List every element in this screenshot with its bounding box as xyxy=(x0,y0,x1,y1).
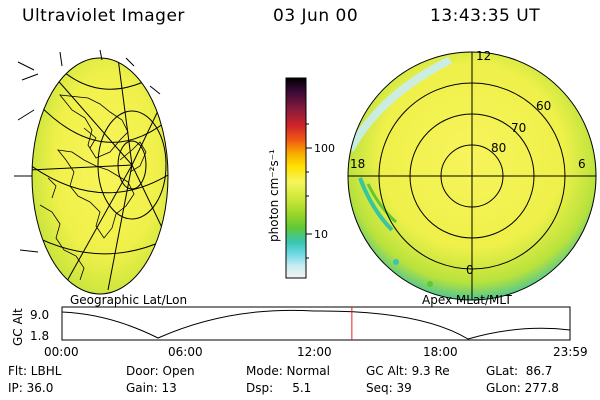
status-glon: GLon: 277.8 xyxy=(486,381,559,395)
magnetic-polar-panel: 12 60 70 80 18 6 0 xyxy=(347,49,597,301)
timeline-xtick-1200: 12:00 xyxy=(297,345,332,359)
timeline-xtick-0600: 06:00 xyxy=(168,345,203,359)
mlat-mlt-grid xyxy=(347,51,597,301)
status-mode: Mode: Normal xyxy=(246,364,330,378)
mlt-label-6: 6 xyxy=(578,157,586,171)
image-date: 03 Jun 00 xyxy=(273,6,359,26)
mlat-label-80: 80 xyxy=(491,141,506,155)
timeline-ytick-bottom: 1.8 xyxy=(30,329,49,343)
colorbar-tick-100: 100 xyxy=(314,142,335,155)
mlt-label-18: 18 xyxy=(350,157,365,171)
colorbar-tick-10: 10 xyxy=(314,228,328,241)
left-panel-caption: Geographic Lat/Lon xyxy=(70,293,187,307)
geographic-map-panel xyxy=(14,49,169,295)
mlat-label-70: 70 xyxy=(511,121,526,135)
status-door: Door: Open xyxy=(126,364,195,378)
gc-altitude-timeline: GC Alt 9.0 1.8 00:00 06:00 12:00 18:00 2… xyxy=(11,306,588,359)
image-time: 13:43:35 UT xyxy=(430,6,541,26)
mlt-label-0: 0 xyxy=(466,263,474,277)
timeline-ylabel: GC Alt xyxy=(11,308,25,346)
status-gain: Gain: 13 xyxy=(126,381,177,395)
dayside-edge-band xyxy=(348,56,452,152)
right-panel-caption: Apex MLat/MLT xyxy=(422,293,512,307)
status-gc-alt: GC Alt: 9.3 Re xyxy=(366,364,450,378)
colorbar: 100 10 photon cm⁻²s⁻¹ xyxy=(267,77,335,279)
left-auroral-image xyxy=(32,58,168,294)
grid-overflow-lines xyxy=(14,49,161,253)
timeline-xtick-2359: 23:59 xyxy=(553,345,588,359)
status-seq: Seq: 39 xyxy=(366,381,412,395)
status-filter: Flt: LBHL xyxy=(8,364,62,378)
status-glat: GLat: 86.7 xyxy=(486,364,553,378)
colorbar-unit-label: photon cm⁻²s⁻¹ xyxy=(267,149,281,242)
mlat-label-60: 60 xyxy=(536,99,551,113)
timeline-ytick-top: 9.0 xyxy=(30,308,49,322)
status-dsp: Dsp: 5.1 xyxy=(246,381,312,395)
altitude-curve xyxy=(61,309,571,340)
colorbar-scale xyxy=(285,77,307,279)
image-title: Ultraviolet Imager xyxy=(22,6,185,26)
timeline-xtick-1800: 18:00 xyxy=(423,345,458,359)
status-ip: IP: 36.0 xyxy=(8,381,54,395)
timeline-frame xyxy=(61,306,571,341)
timeline-xtick-0000: 00:00 xyxy=(44,345,79,359)
mlt-label-12: 12 xyxy=(476,49,491,63)
